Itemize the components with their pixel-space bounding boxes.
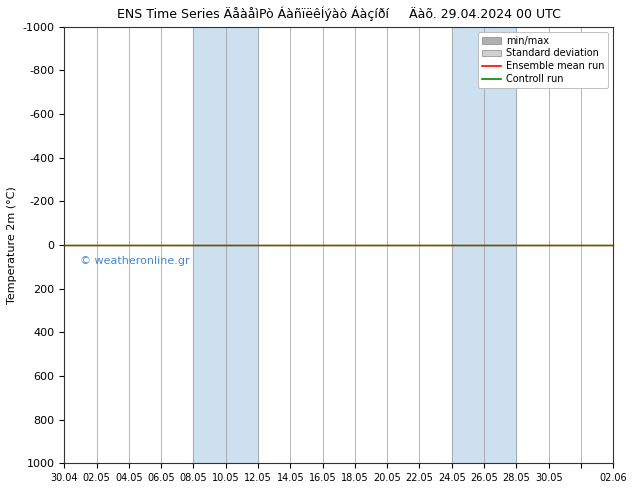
Bar: [193, 27, 258, 464]
Text: © weatheronline.gr: © weatheronline.gr: [81, 256, 190, 266]
Y-axis label: Temperature 2m (°C): Temperature 2m (°C): [7, 186, 17, 304]
Bar: [452, 27, 516, 464]
Legend: min/max, Standard deviation, Ensemble mean run, Controll run: min/max, Standard deviation, Ensemble me…: [478, 32, 609, 88]
Title: ENS Time Series ÄåàåìPò ÁàñïëêÍýàò Áàçíðí     Äàõ. 29.04.2024 00 UTC: ENS Time Series ÄåàåìPò ÁàñïëêÍýàò Áàçíð…: [117, 7, 560, 22]
